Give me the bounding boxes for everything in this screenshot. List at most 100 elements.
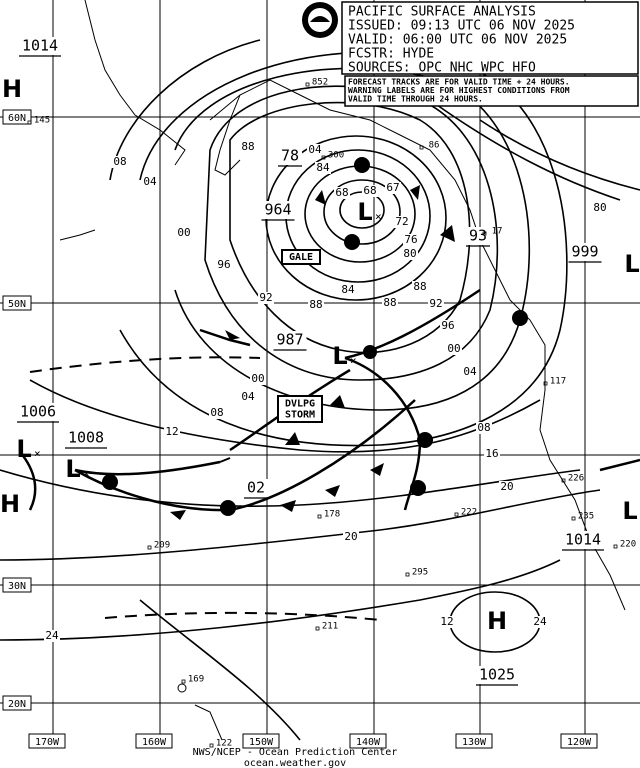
station-value: 17 [492, 227, 503, 237]
isobar-label: 24 [533, 615, 547, 628]
lon-label: 150W [249, 737, 274, 748]
pressure-center: L [65, 455, 80, 483]
central-pressure: 1008 [68, 429, 104, 447]
label-bg [456, 734, 492, 748]
lon-box [28, 733, 66, 749]
label-bg [17, 403, 59, 421]
footer-line: ocean.weather.gov [244, 758, 346, 768]
lon-label: 120W [567, 737, 592, 748]
note-box [344, 75, 639, 107]
label-bg [462, 366, 478, 378]
central-pressure: 1025 [479, 666, 515, 684]
label-bg [412, 281, 428, 293]
pressure-center: L [332, 342, 347, 370]
warning-label: DVLPG STORM [285, 399, 315, 421]
station-value: 178 [324, 510, 340, 520]
label-bg [499, 481, 515, 493]
warning-box [277, 395, 323, 423]
isobar-label: 00 [177, 226, 190, 239]
label-bg [278, 147, 302, 165]
isobar-label: 80 [593, 201, 606, 214]
header-line: FCSTR: HYDE [348, 47, 434, 62]
label-bg [261, 201, 295, 219]
label-bg [65, 429, 107, 447]
station-dot [561, 478, 566, 483]
lon-box [242, 733, 280, 749]
isobar-label: 68 [335, 186, 348, 199]
label-bg [209, 407, 225, 419]
lat-label: 20N [8, 699, 26, 710]
label-bg [19, 37, 61, 55]
central-pressure: 1014 [22, 37, 58, 55]
station-value: 226 [568, 474, 584, 484]
header-line: VALID: 06:00 UTC 06 NOV 2025 [348, 33, 567, 48]
station-value: 222 [461, 508, 477, 518]
labels: 60N 50N 30N 20N 170W 160W 150W 140W 130W 120W PACI… [0, 5, 640, 768]
pressure-center: L [357, 198, 372, 226]
header-line: PACIFIC SURFACE ANALYSIS [348, 5, 536, 20]
note-line: VALID TIME THROUGH 24 HOURS. [348, 95, 483, 104]
label-bg [403, 234, 419, 246]
lon-box [560, 733, 598, 749]
label-bg [240, 391, 256, 403]
label-bg [382, 297, 398, 309]
station-dot [181, 679, 186, 684]
isobar-label: 92 [429, 297, 442, 310]
station-value: 300 [328, 151, 344, 161]
station-dot [454, 512, 459, 517]
label-bg [136, 734, 172, 748]
station-dot [543, 381, 548, 386]
label-bg [244, 479, 268, 497]
pressure-center: L [16, 435, 31, 463]
central-pressure: 987 [276, 331, 303, 349]
center-x: × [375, 210, 382, 223]
lon-label: 170W [35, 737, 60, 748]
isobar-label: 08 [113, 155, 126, 168]
center-x: × [83, 467, 90, 480]
station-value: 211 [322, 622, 338, 632]
station-dot [315, 626, 320, 631]
label-bg [216, 259, 232, 271]
lon-label: 160W [142, 737, 167, 748]
lat-label: 30N [8, 581, 26, 592]
central-pressure: 02 [247, 479, 265, 497]
header-line: ISSUED: 09:13 UTC 06 NOV 2025 [348, 19, 575, 34]
isobar-label: 12 [165, 425, 178, 438]
lat-label: 60N [8, 113, 26, 124]
lat-box [2, 577, 32, 593]
lon-label: 140W [356, 737, 381, 748]
label-bg [466, 227, 490, 245]
lon-box [455, 733, 493, 749]
header-box [341, 1, 639, 75]
station-value: 122 [216, 739, 232, 749]
label-bg [446, 343, 462, 355]
station-dot [321, 155, 326, 160]
isobar-label: 24 [45, 629, 59, 642]
label-bg [243, 734, 279, 748]
header-line: SOURCES: OPC NHC WPC HFO [348, 61, 536, 76]
label-bg [273, 331, 307, 349]
central-pressure: 999 [571, 243, 598, 261]
label-bg [394, 216, 410, 228]
isobar-label: 20 [344, 530, 357, 543]
station-value: 295 [412, 568, 428, 578]
label-bg [112, 156, 128, 168]
isobar-label: 04 [241, 390, 255, 403]
note-line: FORECAST TRACKS ARE FOR VALID TIME + 24 … [348, 78, 570, 87]
label-bg [350, 734, 386, 748]
label-bg [176, 227, 192, 239]
isobar-label: 88 [241, 140, 254, 153]
label-bg [340, 284, 356, 296]
label-bg [29, 734, 65, 748]
isobar-label: 20 [500, 480, 513, 493]
warning-box [281, 249, 321, 265]
isobar-label: 96 [217, 258, 230, 271]
isobar-label: 88 [383, 296, 396, 309]
label-bg [258, 292, 274, 304]
isobar-label: 67 [386, 181, 399, 194]
station-value: 220 [620, 540, 636, 550]
station-dot [405, 572, 410, 577]
isobar-label: 68 [363, 184, 376, 197]
pressure-center: H [0, 490, 20, 518]
